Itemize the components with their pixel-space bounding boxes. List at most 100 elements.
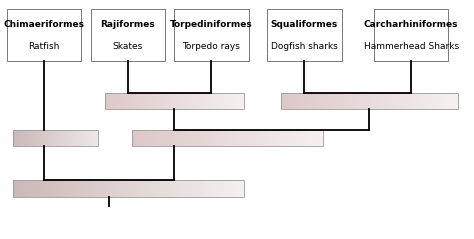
Bar (155, 92, 157, 109)
Bar (34, 180, 36, 197)
Bar (159, 130, 162, 147)
Bar (415, 92, 417, 109)
Bar (240, 180, 243, 197)
Bar (79, 180, 81, 197)
Bar (173, 180, 175, 197)
Bar (371, 92, 373, 109)
Bar (237, 130, 239, 147)
Bar (410, 92, 412, 109)
Bar (211, 180, 214, 197)
Bar (365, 92, 367, 109)
Bar (272, 130, 274, 147)
Bar (234, 92, 235, 109)
Bar (190, 130, 191, 147)
Bar (223, 130, 225, 147)
FancyBboxPatch shape (174, 9, 248, 61)
Bar (114, 92, 116, 109)
Bar (132, 130, 135, 147)
Bar (186, 180, 189, 197)
Bar (82, 130, 83, 147)
Bar (255, 130, 257, 147)
Bar (163, 180, 165, 197)
Bar (239, 92, 241, 109)
Bar (37, 130, 38, 147)
Bar (396, 92, 398, 109)
Bar (127, 92, 128, 109)
Bar (84, 130, 85, 147)
Bar (13, 130, 98, 147)
Bar (151, 92, 153, 109)
Bar (100, 180, 102, 197)
Bar (30, 130, 31, 147)
Bar (68, 130, 69, 147)
Bar (149, 92, 150, 109)
Text: Hammerhead Sharks: Hammerhead Sharks (364, 42, 459, 51)
Bar (169, 130, 171, 147)
Bar (188, 130, 190, 147)
Bar (63, 180, 65, 197)
Bar (356, 92, 358, 109)
Bar (14, 130, 15, 147)
Bar (239, 130, 241, 147)
Bar (315, 92, 317, 109)
Bar (428, 92, 430, 109)
Text: Dogfish sharks: Dogfish sharks (271, 42, 338, 51)
Bar (300, 92, 302, 109)
Bar (190, 92, 191, 109)
Bar (253, 130, 255, 147)
Bar (59, 130, 60, 147)
Bar (287, 92, 289, 109)
Bar (228, 92, 229, 109)
Bar (242, 92, 243, 109)
Bar (90, 130, 91, 147)
Bar (307, 130, 309, 147)
Bar (209, 92, 211, 109)
Bar (180, 130, 182, 147)
Bar (38, 130, 39, 147)
Bar (74, 130, 75, 147)
Bar (46, 180, 48, 197)
Bar (266, 130, 268, 147)
Bar (201, 130, 203, 147)
Bar (232, 92, 234, 109)
Bar (286, 130, 289, 147)
Bar (220, 130, 222, 147)
Bar (213, 92, 214, 109)
Bar (361, 92, 363, 109)
Bar (171, 92, 173, 109)
Bar (219, 92, 220, 109)
Bar (179, 180, 181, 197)
Bar (422, 92, 424, 109)
Bar (77, 130, 78, 147)
Bar (453, 92, 455, 109)
Bar (91, 130, 92, 147)
Bar (40, 180, 43, 197)
Bar (81, 130, 82, 147)
Bar (221, 130, 223, 147)
Bar (23, 130, 24, 147)
Bar (207, 92, 209, 109)
Bar (427, 92, 428, 109)
Bar (409, 92, 411, 109)
Bar (247, 130, 249, 147)
Bar (134, 130, 136, 147)
Bar (269, 130, 271, 147)
Bar (312, 130, 314, 147)
Bar (440, 92, 442, 109)
Bar (198, 180, 200, 197)
Bar (231, 130, 233, 147)
Bar (42, 180, 45, 197)
Bar (50, 180, 52, 197)
Bar (92, 180, 94, 197)
Bar (424, 92, 426, 109)
Bar (402, 92, 404, 109)
Bar (142, 92, 144, 109)
Bar (211, 92, 213, 109)
Bar (94, 130, 95, 147)
Bar (105, 92, 244, 109)
Bar (136, 92, 137, 109)
Bar (184, 180, 187, 197)
Bar (387, 92, 389, 109)
Bar (207, 130, 209, 147)
Bar (187, 92, 189, 109)
